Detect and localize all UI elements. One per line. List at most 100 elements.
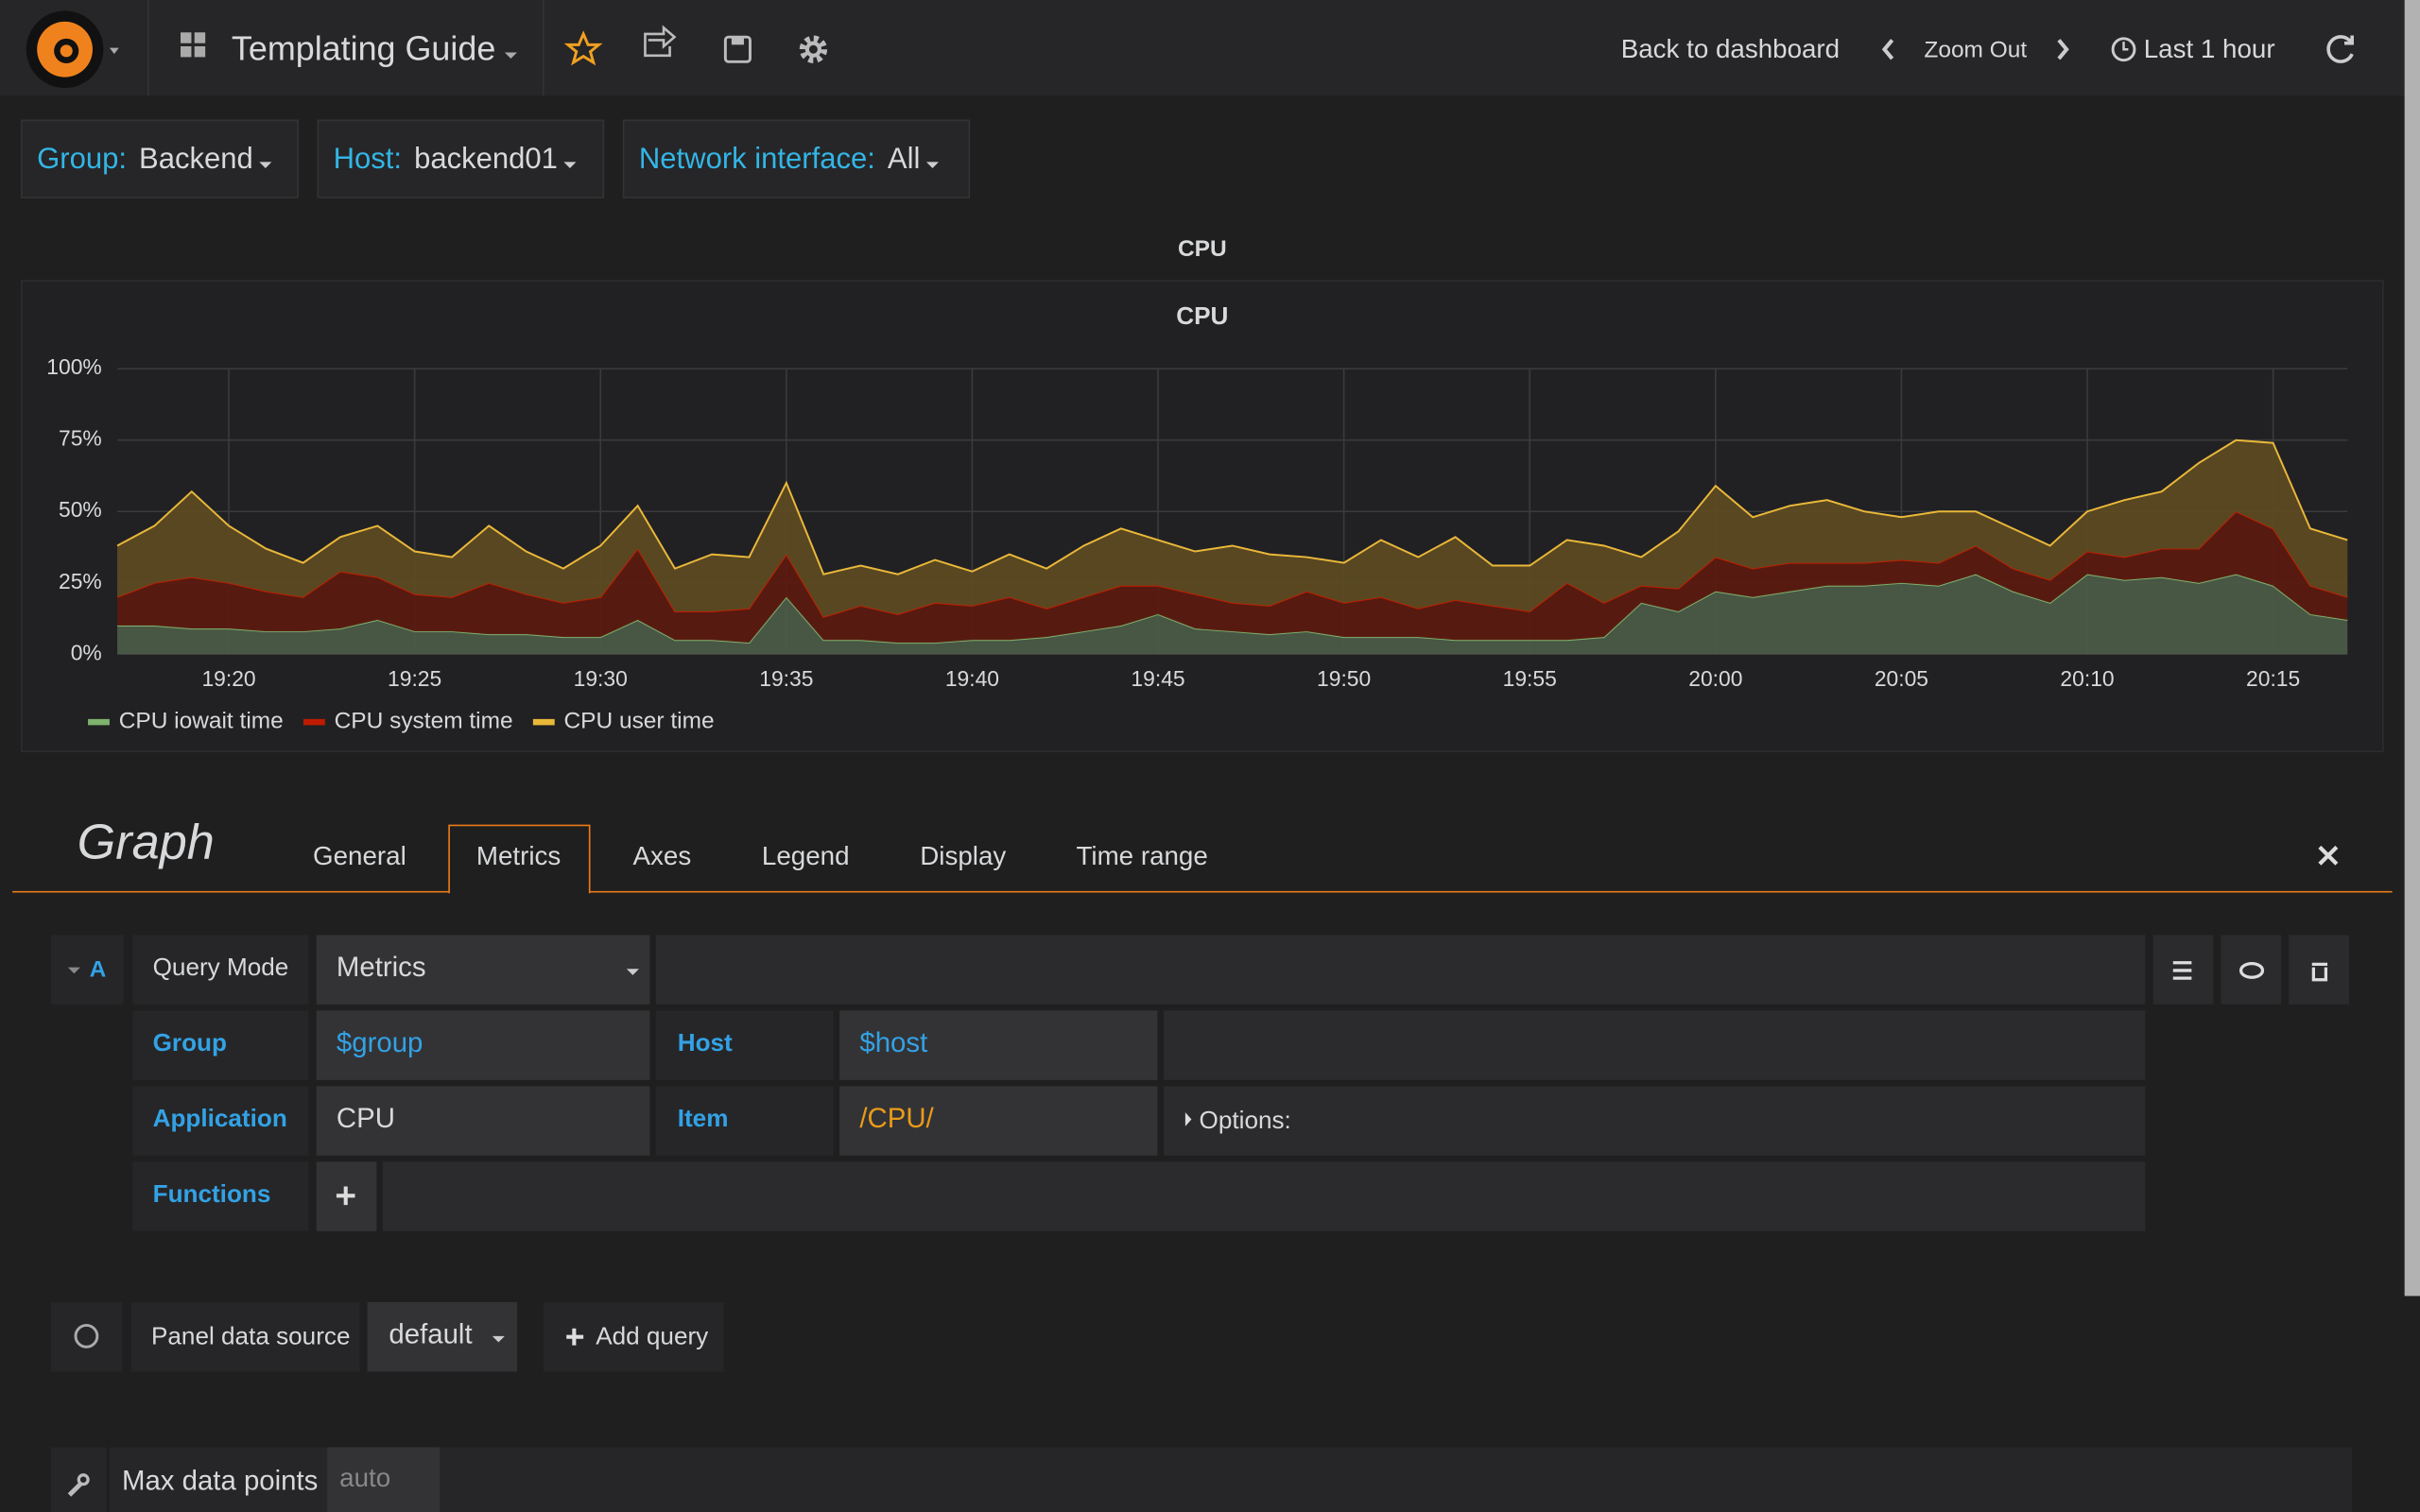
tab[interactable]: Metrics <box>476 841 561 870</box>
y-tick-label: 25% <box>59 569 102 593</box>
y-tick-label: 0% <box>71 640 102 664</box>
legend-label[interactable]: CPU system time <box>335 709 513 734</box>
tab[interactable]: Display <box>920 841 1006 870</box>
variable-box[interactable] <box>317 119 605 198</box>
variable-value[interactable]: All <box>888 142 920 175</box>
field-box[interactable] <box>316 1010 650 1080</box>
dashboard-icon <box>181 32 517 60</box>
trash-icon <box>2311 962 2328 982</box>
field-text[interactable]: Add query <box>596 1321 708 1349</box>
plus-icon <box>566 1328 584 1346</box>
tab[interactable]: Axes <box>633 841 692 870</box>
field-box <box>132 1161 309 1231</box>
caret <box>563 162 577 168</box>
caret <box>1184 1112 1192 1126</box>
y-tick-label: 50% <box>59 497 102 522</box>
save-icon[interactable] <box>723 35 752 63</box>
panel <box>21 280 2384 752</box>
line <box>116 438 2348 576</box>
field-box <box>382 1161 2146 1231</box>
wrench-icon <box>67 1481 84 1497</box>
close-icon[interactable] <box>2318 845 2339 866</box>
prev-icon[interactable] <box>1881 39 1894 60</box>
field-box[interactable] <box>839 1086 1158 1156</box>
editor: Graph General Metrics Axes Legend Display Tim… <box>12 815 2393 1512</box>
field-text: Query Mode <box>153 953 289 981</box>
field-label: Application <box>153 1104 287 1132</box>
active-tab <box>448 824 591 894</box>
share-icon[interactable] <box>644 25 677 58</box>
field-box[interactable] <box>2289 935 2349 1005</box>
field-box[interactable] <box>316 1086 650 1156</box>
eye-icon <box>2238 961 2265 979</box>
query-ref[interactable]: A <box>90 956 107 982</box>
field-box[interactable] <box>367 1301 517 1372</box>
star-icon[interactable] <box>563 30 603 66</box>
y-tick-label: 100% <box>46 354 101 379</box>
options-toggle[interactable]: Options: <box>1200 1106 1291 1134</box>
field-text[interactable]: $group <box>337 1027 423 1058</box>
variable-box[interactable] <box>21 119 299 198</box>
x-tick-label: 19:25 <box>388 666 441 691</box>
next-icon[interactable] <box>2057 39 2069 60</box>
caret <box>259 162 272 168</box>
x-tick-label: 19:55 <box>1503 666 1557 691</box>
x-tick-label: 20:05 <box>1875 666 1928 691</box>
field-box <box>50 935 124 1005</box>
field-label: Host <box>678 1028 733 1057</box>
variable-label: Host: <box>334 142 402 175</box>
caret <box>925 162 939 168</box>
field-box[interactable] <box>316 935 650 1005</box>
field-text[interactable]: CPU <box>337 1103 395 1134</box>
variable-box[interactable] <box>622 119 971 198</box>
variable-value[interactable]: Backend <box>139 142 253 175</box>
area <box>117 511 2348 644</box>
tab[interactable]: Legend <box>762 841 850 870</box>
field-box <box>132 1010 309 1080</box>
field-text[interactable]: $host <box>859 1027 927 1058</box>
settings-icon[interactable] <box>799 35 828 63</box>
field-text[interactable]: auto <box>339 1463 390 1492</box>
scrollbar[interactable] <box>2404 0 2420 1297</box>
x-tick-label: 19:35 <box>759 666 813 691</box>
field-box[interactable] <box>327 1447 441 1512</box>
x-tick-label: 19:40 <box>945 666 999 691</box>
clock-icon <box>2111 37 2136 62</box>
caret <box>492 1335 505 1343</box>
refresh-icon[interactable] <box>2326 35 2354 63</box>
plus-icon <box>336 1186 355 1206</box>
logo[interactable] <box>26 10 119 89</box>
field-box[interactable] <box>2221 935 2282 1005</box>
caret <box>626 969 639 975</box>
field-text[interactable]: Metrics <box>337 952 426 983</box>
dashboard-title[interactable]: Templating Guide <box>232 28 495 67</box>
field-text[interactable]: /CPU/ <box>859 1103 934 1134</box>
field-box <box>50 1301 122 1372</box>
field-text[interactable]: default <box>389 1319 472 1350</box>
x-tick-label: 19:30 <box>574 666 628 691</box>
field-box <box>655 1086 834 1156</box>
variable-label: Network interface: <box>639 142 875 175</box>
legend-label[interactable]: CPU user time <box>564 709 715 734</box>
row-title: CPU <box>1178 236 1227 262</box>
plot: 0% 25% 50% 75% 100% 19:20 19:25 19:30 19:35 19:40… <box>46 354 2348 734</box>
legend-label[interactable]: CPU iowait time <box>119 709 284 734</box>
x-tick-label: 19:50 <box>1317 666 1371 691</box>
panel-title: CPU <box>1176 301 1228 330</box>
x-tick-label: 20:10 <box>2060 666 2114 691</box>
area <box>117 439 2348 617</box>
back-link[interactable]: Back to dashboard <box>1621 34 1840 63</box>
x-tick-label: 19:45 <box>1131 666 1184 691</box>
field-box <box>132 1086 309 1156</box>
time-range[interactable]: Last 1 hour <box>2144 34 2275 63</box>
variable-value[interactable]: backend01 <box>414 142 558 175</box>
field-box <box>655 1010 834 1080</box>
tab[interactable]: Time range <box>1076 841 1207 870</box>
zoom-out[interactable]: Zoom Out <box>1924 37 2027 62</box>
field-text: Max data points <box>122 1466 318 1497</box>
navbar <box>0 0 2405 96</box>
field-box[interactable] <box>839 1010 1158 1080</box>
tab[interactable]: General <box>313 841 406 870</box>
